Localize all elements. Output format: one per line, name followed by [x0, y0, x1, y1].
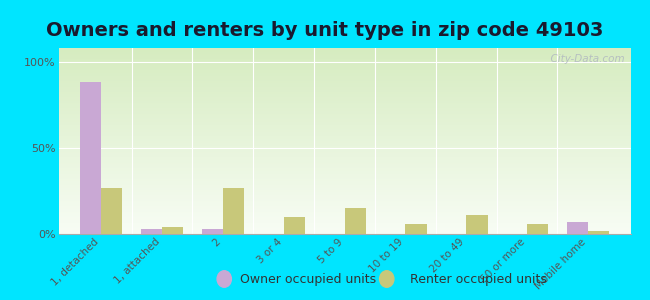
Bar [283, 217, 305, 234]
Bar [344, 208, 366, 234]
Text: Renter occupied units: Renter occupied units [410, 272, 547, 286]
Ellipse shape [217, 271, 231, 287]
Bar [567, 222, 588, 234]
Bar [588, 231, 609, 234]
Bar [223, 188, 244, 234]
Text: Owner occupied units: Owner occupied units [240, 272, 376, 286]
Text: City-Data.com: City-Data.com [544, 54, 625, 64]
Bar [466, 215, 488, 234]
Text: Owners and renters by unit type in zip code 49103: Owners and renters by unit type in zip c… [46, 21, 604, 40]
Ellipse shape [380, 271, 394, 287]
Bar [202, 229, 223, 234]
Bar [162, 227, 183, 234]
Bar [80, 82, 101, 234]
Bar [101, 188, 122, 234]
Bar [406, 224, 426, 234]
Bar [140, 229, 162, 234]
Bar [527, 224, 549, 234]
